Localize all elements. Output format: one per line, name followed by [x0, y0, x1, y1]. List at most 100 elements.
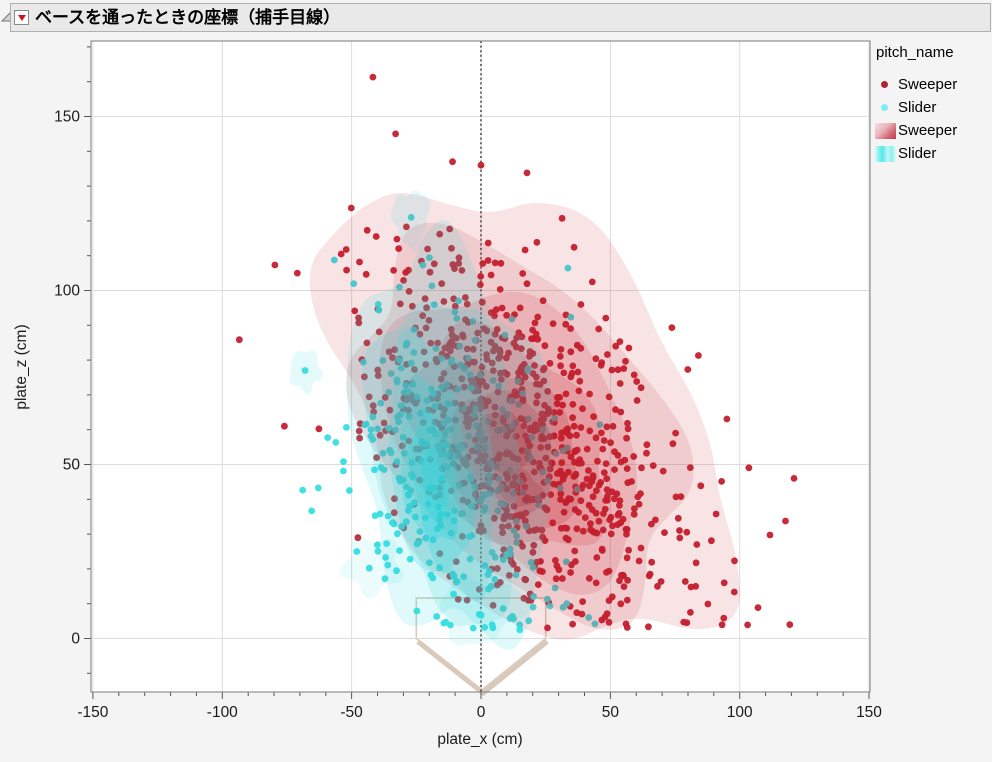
scatter-point-slider[interactable]: [563, 558, 570, 566]
scatter-point-sweeper[interactable]: [479, 260, 487, 267]
scatter-point-sweeper[interactable]: [786, 621, 794, 628]
scatter-point-sweeper[interactable]: [421, 295, 429, 303]
scatter-point-slider[interactable]: [430, 301, 438, 308]
scatter-point-sweeper[interactable]: [731, 557, 738, 565]
scatter-point-sweeper[interactable]: [281, 422, 288, 430]
scatter-point-sweeper[interactable]: [631, 505, 638, 512]
scatter-point-slider[interactable]: [426, 254, 433, 261]
scatter-point-sweeper[interactable]: [458, 267, 466, 274]
scatter-point-sweeper[interactable]: [475, 527, 483, 535]
scatter-point-sweeper[interactable]: [452, 558, 460, 565]
scatter-point-sweeper[interactable]: [478, 363, 486, 371]
scatter-point-sweeper[interactable]: [474, 387, 482, 395]
scatter-point-sweeper[interactable]: [489, 602, 497, 609]
scatter-point-sweeper[interactable]: [462, 294, 469, 301]
scatter-point-sweeper[interactable]: [546, 465, 554, 473]
scatter-point-sweeper[interactable]: [374, 366, 382, 374]
scatter-point-sweeper[interactable]: [573, 609, 581, 617]
scatter-point-slider[interactable]: [382, 554, 389, 561]
scatter-point-slider[interactable]: [544, 595, 551, 603]
scatter-point-sweeper[interactable]: [342, 246, 350, 253]
scatter-point-sweeper[interactable]: [571, 506, 579, 513]
scatter-point-sweeper[interactable]: [337, 250, 345, 258]
scatter-point-sweeper[interactable]: [676, 534, 684, 542]
scatter-point-slider[interactable]: [513, 532, 520, 540]
scatter-point-slider[interactable]: [395, 418, 402, 426]
scatter-point-sweeper[interactable]: [561, 472, 568, 479]
scatter-point-sweeper[interactable]: [577, 344, 585, 352]
scatter-point-sweeper[interactable]: [668, 324, 676, 331]
scatter-point-sweeper[interactable]: [573, 431, 580, 439]
scatter-point-slider[interactable]: [432, 345, 440, 352]
scatter-point-sweeper[interactable]: [623, 434, 630, 442]
scatter-point-sweeper[interactable]: [578, 610, 586, 618]
scatter-point-sweeper[interactable]: [572, 558, 579, 565]
scatter-point-sweeper[interactable]: [567, 569, 574, 576]
scatter-point-slider[interactable]: [509, 489, 517, 497]
scatter-point-slider[interactable]: [400, 389, 408, 396]
scatter-point-sweeper[interactable]: [448, 244, 455, 252]
scatter-point-slider[interactable]: [360, 358, 367, 366]
scatter-point-sweeper[interactable]: [451, 399, 459, 407]
scatter-point-sweeper[interactable]: [569, 362, 577, 370]
scatter-point-sweeper[interactable]: [617, 600, 625, 608]
scatter-point-sweeper[interactable]: [463, 596, 471, 604]
scatter-point-sweeper[interactable]: [649, 462, 657, 469]
scatter-point-slider[interactable]: [369, 413, 377, 421]
scatter-point-sweeper[interactable]: [376, 431, 384, 439]
scatter-point-sweeper[interactable]: [553, 562, 561, 570]
scatter-point-sweeper[interactable]: [533, 380, 540, 388]
scatter-point-sweeper[interactable]: [593, 529, 601, 537]
scatter-point-sweeper[interactable]: [416, 330, 424, 338]
scatter-point-sweeper[interactable]: [469, 345, 477, 353]
scatter-point-sweeper[interactable]: [452, 416, 459, 424]
scatter-point-slider[interactable]: [500, 501, 508, 508]
scatter-point-slider[interactable]: [435, 446, 443, 453]
scatter-point-slider[interactable]: [508, 397, 516, 405]
scatter-point-sweeper[interactable]: [607, 530, 615, 538]
scatter-point-sweeper[interactable]: [540, 435, 548, 443]
scatter-point-slider[interactable]: [470, 411, 478, 419]
scatter-point-slider[interactable]: [567, 313, 575, 321]
scatter-point-sweeper[interactable]: [603, 475, 611, 483]
scatter-point-sweeper[interactable]: [569, 401, 577, 408]
scatter-point-sweeper[interactable]: [595, 517, 603, 525]
scatter-point-sweeper[interactable]: [487, 271, 495, 279]
scatter-point-sweeper[interactable]: [482, 383, 490, 390]
scatter-point-sweeper[interactable]: [477, 161, 485, 169]
y-axis-title[interactable]: plate_z (cm): [13, 324, 30, 409]
scatter-point-sweeper[interactable]: [623, 465, 631, 472]
scatter-point-slider[interactable]: [524, 367, 532, 375]
scatter-point-sweeper[interactable]: [522, 509, 530, 517]
scatter-point-slider[interactable]: [471, 336, 479, 344]
scatter-point-sweeper[interactable]: [643, 449, 650, 457]
scatter-point-sweeper[interactable]: [498, 376, 505, 383]
scatter-point-sweeper[interactable]: [463, 345, 471, 353]
scatter-point-sweeper[interactable]: [436, 230, 444, 238]
scatter-point-sweeper[interactable]: [652, 516, 659, 524]
scatter-point-sweeper[interactable]: [557, 496, 564, 503]
scatter-point-slider[interactable]: [513, 539, 520, 546]
scatter-point-slider[interactable]: [484, 418, 491, 425]
scatter-point-slider[interactable]: [421, 514, 429, 522]
scatter-point-sweeper[interactable]: [436, 484, 444, 492]
scatter-point-sweeper[interactable]: [527, 424, 534, 432]
scatter-point-slider[interactable]: [434, 525, 441, 533]
scatter-point-slider[interactable]: [564, 264, 572, 272]
scatter-point-sweeper[interactable]: [459, 333, 467, 341]
scatter-point-slider[interactable]: [528, 434, 536, 441]
scatter-point-sweeper[interactable]: [471, 436, 479, 444]
scatter-point-sweeper[interactable]: [409, 302, 416, 310]
scatter-point-sweeper[interactable]: [458, 375, 466, 383]
scatter-point-sweeper[interactable]: [355, 314, 362, 322]
scatter-point-sweeper[interactable]: [530, 541, 538, 549]
scatter-point-slider[interactable]: [450, 517, 458, 525]
scatter-point-slider[interactable]: [365, 564, 373, 572]
scatter-point-sweeper[interactable]: [581, 514, 589, 521]
scatter-point-slider[interactable]: [308, 507, 316, 515]
scatter-point-slider[interactable]: [551, 584, 559, 592]
scatter-point-sweeper[interactable]: [499, 529, 506, 536]
scatter-point-sweeper[interactable]: [587, 526, 594, 534]
scatter-point-slider[interactable]: [393, 458, 401, 466]
